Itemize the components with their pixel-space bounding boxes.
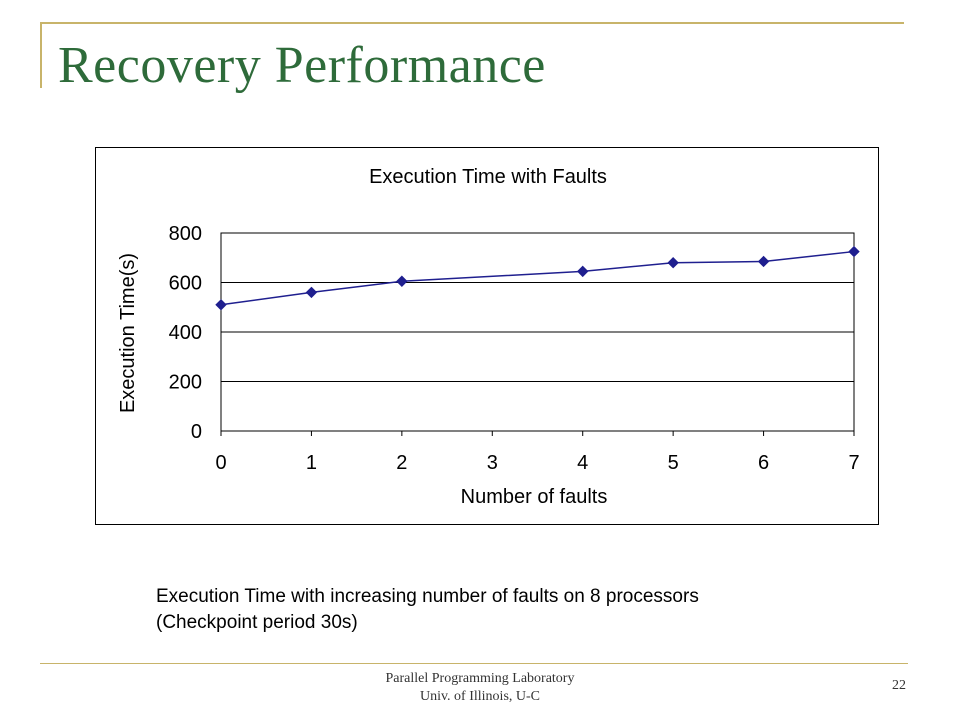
y-tick-label: 200 bbox=[169, 372, 202, 394]
data-point bbox=[396, 275, 408, 287]
title-rule-left bbox=[40, 22, 42, 88]
ticks-layer: 0 200 400 600 800 0 1 2 3 4 5 6 7 bbox=[169, 223, 860, 474]
x-tick-label: 1 bbox=[306, 452, 317, 474]
x-axis-label: Number of faults bbox=[461, 486, 608, 508]
slide-title: Recovery Performance bbox=[58, 37, 546, 94]
footer-rule bbox=[40, 663, 908, 664]
caption-line-1: Execution Time with increasing number of… bbox=[156, 586, 699, 607]
data-point bbox=[577, 265, 589, 278]
chart-svg: Execution Time with Faults Execution Tim… bbox=[117, 166, 860, 508]
x-tick-label: 7 bbox=[848, 452, 859, 474]
x-tick-label: 6 bbox=[758, 452, 769, 474]
y-tick-label: 800 bbox=[169, 223, 202, 245]
caption-line-2: (Checkpoint period 30s) bbox=[156, 612, 358, 633]
x-tick-label: 5 bbox=[668, 452, 679, 474]
footer-lab: Parallel Programming Laboratory Univ. of… bbox=[330, 670, 630, 706]
footer-lab-name: Parallel Programming Laboratory bbox=[385, 671, 575, 686]
chart-frame: Execution Time with Faults Execution Tim… bbox=[95, 147, 879, 525]
series-layer bbox=[215, 245, 860, 311]
data-point bbox=[215, 299, 227, 311]
x-tick-label: 4 bbox=[577, 452, 588, 474]
title-rule-top bbox=[40, 22, 904, 24]
data-point bbox=[757, 255, 770, 268]
data-point bbox=[305, 286, 318, 299]
y-tick-label: 400 bbox=[169, 322, 202, 344]
y-axis-label: Execution Time(s) bbox=[117, 253, 139, 413]
grid-layer bbox=[221, 282, 854, 382]
y-tick-label: 0 bbox=[191, 421, 202, 443]
chart-caption: Execution Time with increasing number of… bbox=[156, 584, 699, 636]
y-tick-label: 600 bbox=[169, 273, 202, 295]
x-tick-label: 2 bbox=[396, 452, 407, 474]
series-line bbox=[220, 250, 855, 306]
data-point bbox=[667, 256, 679, 269]
plot-area bbox=[220, 232, 855, 432]
page-number: 22 bbox=[892, 678, 906, 693]
x-tick-label: 3 bbox=[487, 452, 498, 474]
chart-title: Execution Time with Faults bbox=[369, 166, 607, 188]
x-tick-label: 0 bbox=[215, 452, 226, 474]
footer-university: Univ. of Illinois, U-C bbox=[419, 689, 541, 704]
data-point bbox=[848, 245, 860, 258]
